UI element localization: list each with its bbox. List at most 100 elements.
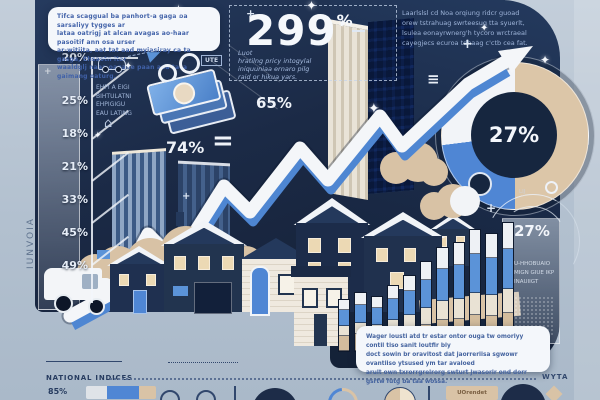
axis-tick: 25% xyxy=(61,94,88,107)
bar-segment-blue xyxy=(502,248,513,290)
footer-progress-label: 85% xyxy=(48,387,68,396)
headline-value: 299 xyxy=(246,6,337,55)
plus-mark-icon: + xyxy=(462,37,473,52)
top-right-note: Laarlslsl cd Noa orqiung ridcr guoad ore… xyxy=(402,8,562,48)
footer-progress-bar xyxy=(86,386,156,399)
side-panel-caption: U-HHOBUAIO MIGN GIUE IKP INAUIIGT xyxy=(514,260,554,287)
bar-segment-blue xyxy=(339,310,350,327)
equals-icon: = xyxy=(212,126,234,156)
axis-tick: 49% xyxy=(61,259,88,272)
house-navy-small xyxy=(107,246,171,314)
bar-segment-blue xyxy=(469,254,481,293)
bar-segment-blue xyxy=(437,268,448,302)
headline-unit: % xyxy=(336,11,353,30)
bar-segment-cream xyxy=(420,308,432,325)
bar-segment-cream xyxy=(502,289,513,313)
headline-dash xyxy=(352,30,365,32)
plus-mark-icon: + xyxy=(246,7,256,20)
bar-segment-white xyxy=(420,262,432,280)
bar-segment-cream xyxy=(339,326,350,336)
headline-caption-line: Luot xyxy=(238,49,253,57)
bar-segment-white xyxy=(502,223,513,249)
footer-dark-circle xyxy=(252,388,298,400)
footer-rule-dotted xyxy=(168,362,238,363)
vehicle-note-line: EHPI A EIGI xyxy=(96,84,130,91)
sparkle-icon: ✦ xyxy=(338,17,348,30)
house-navy-large xyxy=(160,212,248,314)
footer-right-tag: WYTA xyxy=(542,373,569,381)
house-white xyxy=(238,238,314,316)
progress-segment-pale xyxy=(86,386,107,399)
side-panel-line: INAUIIGT xyxy=(514,279,539,285)
bar-segment-white xyxy=(469,230,481,255)
bar-segment-cream xyxy=(437,301,448,321)
stat-74: 74% xyxy=(166,138,205,157)
axis-top-tick-line xyxy=(92,57,138,59)
bubble-text-line: arult own txrorrgrelrorg swturt jwasorir… xyxy=(366,370,527,385)
vertical-axis-label: IUNVOIA xyxy=(26,217,36,269)
donut-tag: LIJ xyxy=(519,189,526,195)
bubble-text-line: lataa oatrigj at alcan avagas ao-haar pa… xyxy=(57,30,190,46)
axis-tick: 21% xyxy=(61,160,88,173)
sparkle-icon: ✦ xyxy=(368,101,380,117)
blue-accent-square xyxy=(173,286,188,296)
sparkle-icon: ✦ xyxy=(94,131,102,141)
note-line: orew tstrahuag swrteesug tta syuerlt, xyxy=(402,19,525,27)
donut-hole: 27% xyxy=(471,92,557,178)
bar-segment-blue xyxy=(404,291,415,315)
footer-divider xyxy=(234,386,236,400)
footer-section-label: NATIONAL INDICES xyxy=(46,374,133,382)
right-margin-highlight xyxy=(574,0,600,400)
bar-segment-blue xyxy=(420,280,432,309)
donut-center-label: 27% xyxy=(488,123,540,147)
plus-mark-icon: + xyxy=(182,191,191,202)
intro-speech-bubble: Tifca scaggual ba panhort-a gaga ba sars… xyxy=(48,7,220,80)
footer-ring-icon xyxy=(160,390,180,400)
bar-segment-blue xyxy=(355,304,366,324)
bar-segment-blue xyxy=(388,299,399,320)
sparkle-icon: ✦ xyxy=(170,0,187,24)
headline-stat-box xyxy=(229,5,397,81)
note-line: cayegjecs ecuroa tdhaag c'ctb cea fat. xyxy=(402,39,528,47)
bar-segment-blue xyxy=(371,308,383,325)
axis-tick: 33% xyxy=(61,193,88,206)
vehicle-note: EHPI A EIGI BIHTULATNI EHPIGIGU EAU LATI… xyxy=(96,84,132,118)
footer-ring-icon xyxy=(196,390,216,400)
sparkle-icon: ✦ xyxy=(306,0,317,14)
bar-segment-blue xyxy=(486,257,497,295)
bar-segment-white xyxy=(388,286,399,300)
side-panel-line: U-HHOBUAIO xyxy=(514,261,551,267)
bar-segment-white xyxy=(453,243,464,265)
progress-segment-tan xyxy=(138,386,156,399)
bar-segment-cream xyxy=(486,294,497,317)
footer-pie-icon xyxy=(384,387,416,400)
headline-caption: Luot hratilng pricy intogylal iniquuniaa… xyxy=(238,49,311,81)
left-axis-ticks: 20% 25% 18% 21% 33% 45% 49% xyxy=(40,51,88,272)
donut-dot xyxy=(545,181,558,194)
footer-tan-diamond xyxy=(545,385,563,400)
progress-segment-blue xyxy=(107,386,139,399)
cloud-puff xyxy=(420,158,448,186)
footer-divider xyxy=(428,386,430,400)
footer-chip: UOrendet xyxy=(446,386,498,400)
footer-dark-circle xyxy=(500,384,546,400)
house-icon: ⌂ xyxy=(104,116,113,131)
bubble-text-line: ar-witiita, aat tat aad myjasiray ca ta … xyxy=(57,47,191,63)
footer-dotted-line xyxy=(110,378,536,380)
side-panel-stat: 27% xyxy=(514,222,550,240)
bar-segment-white xyxy=(437,248,448,269)
sparkle-icon: ✦ xyxy=(124,61,133,72)
axis-tick: 45% xyxy=(61,226,88,239)
stat-65: 65% xyxy=(256,94,292,112)
headline-caption-line: hratilng pricy intogylal xyxy=(238,57,312,65)
headline-caption-line: iniquuniaa ernaro pilg xyxy=(238,65,310,73)
ring-icon xyxy=(179,53,200,74)
footer-rule-solid xyxy=(46,361,122,362)
bar-segment-white xyxy=(355,293,366,305)
headline-caption-line: raid or hikua yars. xyxy=(238,73,298,81)
bar xyxy=(338,299,351,352)
sparkle-icon: ✦ xyxy=(540,53,551,67)
plus-mark-icon: + xyxy=(486,201,497,215)
headline-stat: 299 % xyxy=(246,6,353,55)
bubble-text-line: Wager lousti atd tr estar ontor ouga tw … xyxy=(366,334,524,349)
